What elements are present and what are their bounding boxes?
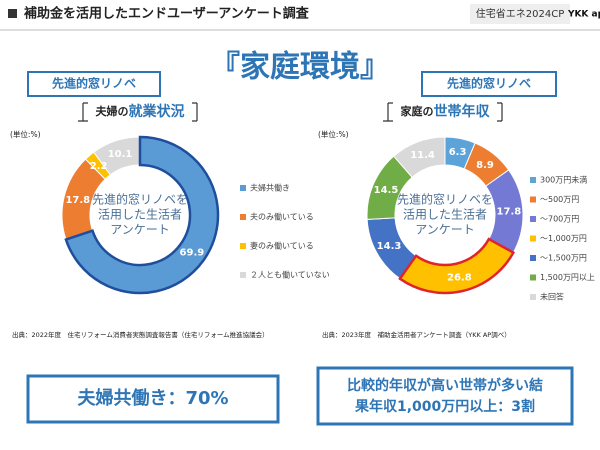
data-label: 11.4 xyxy=(410,150,435,161)
center-label: アンケート xyxy=(415,223,475,237)
legend-swatch xyxy=(240,185,246,191)
conclusion: 夫婦共働き：70% xyxy=(77,387,228,409)
conclusion-box xyxy=(316,366,574,426)
chart-title: 夫婦の就業状況 xyxy=(96,103,185,120)
legend-swatch xyxy=(530,177,536,183)
badge-box xyxy=(421,71,557,97)
data-label: 10.1 xyxy=(108,149,133,160)
data-label: 14.5 xyxy=(374,185,399,196)
data-label: 17.8 xyxy=(65,195,90,206)
chart-title-emphasis: 就業状況 xyxy=(129,103,185,120)
data-label: 14.3 xyxy=(377,241,402,252)
bracket xyxy=(497,102,503,122)
campaign: 住宅省エネ2024CP xyxy=(476,7,564,20)
legend-swatch xyxy=(530,255,536,261)
header-square xyxy=(8,9,17,18)
data-label: 69.9 xyxy=(180,247,205,258)
legend-label: ～1,500万円 xyxy=(540,254,587,263)
unit-label: (単位:%) xyxy=(10,129,41,139)
legend-label: 夫のみ働いている xyxy=(250,212,314,222)
badge-box xyxy=(27,71,161,97)
badge: 先進的窓リノベ xyxy=(52,76,136,91)
data-label: 8.9 xyxy=(476,160,494,171)
legend-swatch xyxy=(240,272,246,278)
conclusion-box xyxy=(26,374,280,424)
legend-label: ～700万円 xyxy=(540,215,579,224)
legend-swatch xyxy=(530,216,536,222)
bracket xyxy=(192,102,198,122)
chart-title-emphasis: 世帯年収 xyxy=(434,103,491,120)
legend-label: ～500万円 xyxy=(540,195,579,204)
bracket xyxy=(78,102,88,122)
legend-label: ～1,000万円 xyxy=(540,234,587,243)
source: 出典：2022年度 住宅リフォーム消費者実態調査報告書（住宅リフォーム推進協議会… xyxy=(12,330,269,339)
center-label: 活用した生活者 xyxy=(403,208,487,222)
conclusion: 果年収1,000万円以上：3割 xyxy=(354,398,535,415)
bracket xyxy=(383,102,393,122)
center-label: 先進的窓リノベを xyxy=(92,192,188,207)
data-label: 2.2 xyxy=(90,161,108,172)
legend-label: 妻のみ働いている xyxy=(250,241,314,251)
center-label: アンケート xyxy=(110,223,170,237)
data-label: 26.8 xyxy=(447,272,472,283)
badge: 先進的窓リノベ xyxy=(447,76,531,91)
source: 出典：2023年度 補助金活用者アンケート調査（YKK AP調べ） xyxy=(322,330,511,339)
conclusion: 比較的年収が高い世帯が多い結 xyxy=(347,377,543,394)
donut-segment xyxy=(398,237,516,295)
legend-swatch xyxy=(530,274,536,281)
logo: YKK ap xyxy=(567,10,600,20)
legend-swatch xyxy=(240,243,246,249)
legend-swatch xyxy=(530,235,536,242)
campaign-box xyxy=(470,4,570,24)
legend-label: ２人とも働いていない xyxy=(250,270,330,280)
donut-segment xyxy=(64,135,220,295)
legend-swatch xyxy=(530,196,536,203)
legend-label: 夫婦共働き xyxy=(250,183,290,193)
chart-title-lead: 家庭の xyxy=(401,104,434,118)
data-label: 17.8 xyxy=(497,206,522,217)
legend-label: 300万円未満 xyxy=(540,175,587,185)
center-label: 先進的窓リノベを xyxy=(397,192,493,207)
unit-label: (単位:%) xyxy=(318,129,349,139)
legend-swatch xyxy=(240,214,246,220)
legend-swatch xyxy=(530,294,536,300)
main-title: 『家庭環境』 xyxy=(210,50,390,85)
legend-label: 1,500万円以上 xyxy=(540,273,595,282)
chart-title: 家庭の世帯年収 xyxy=(401,103,491,120)
chart-title-lead: 夫婦の xyxy=(96,104,129,118)
legend-label: 未回答 xyxy=(540,292,564,302)
center-label: 活用した生活者 xyxy=(98,208,182,222)
data-label: 6.3 xyxy=(449,147,467,158)
header-title: 補助金を活用したエンドユーザーアンケート調査 xyxy=(23,6,310,22)
donut-segment xyxy=(393,136,446,178)
